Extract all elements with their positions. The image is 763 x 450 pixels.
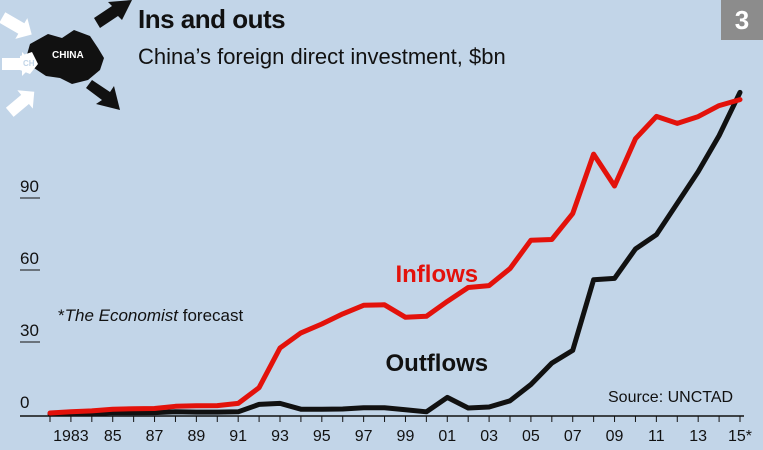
x-tick-label: 99 — [397, 428, 415, 445]
forecast-note: *The Economist forecast — [58, 306, 244, 325]
x-tick-label: 85 — [104, 428, 122, 445]
y-tick-label: 60 — [20, 249, 39, 268]
china-map-icon — [26, 30, 104, 84]
x-tick-label: 95 — [313, 428, 331, 445]
svg-text:CH: CH — [23, 59, 35, 68]
x-tick-label: 01 — [438, 428, 456, 445]
x-tick-label: 09 — [606, 428, 624, 445]
y-tick-label: 90 — [20, 177, 39, 196]
x-tick-label: 93 — [271, 428, 289, 445]
x-tick-label: 07 — [564, 428, 582, 445]
x-tick-label: 1983 — [53, 428, 89, 445]
svg-text:CHINA: CHINA — [52, 50, 84, 61]
series-line-inflows — [47, 97, 743, 416]
china-logo: CHINA CH — [0, 0, 132, 117]
x-tick-label: 11 — [648, 428, 665, 445]
y-tick-label: 0 — [20, 393, 29, 412]
x-tick-label: 97 — [355, 428, 373, 445]
source-label: Source: UNCTAD — [608, 389, 734, 406]
chart-title: Ins and outs — [138, 4, 286, 34]
x-tick-label: 13 — [689, 428, 707, 445]
series-label-outflows: Outflows — [385, 350, 488, 377]
x-tick-label: 91 — [229, 428, 247, 445]
series-line-outflows — [47, 89, 743, 417]
y-tick-label: 30 — [20, 321, 39, 340]
x-tick-label: 89 — [187, 428, 205, 445]
series-label-inflows: Inflows — [395, 261, 478, 288]
chart-number-badge: 3 — [721, 0, 763, 40]
x-tick-label: 03 — [480, 428, 498, 445]
x-tick-label: 05 — [522, 428, 540, 445]
chart-subtitle: China’s foreign direct investment, $bn — [138, 44, 506, 69]
x-tick-label: 15* — [728, 428, 752, 445]
x-tick-label: 87 — [146, 428, 164, 445]
outward-arrows-icon — [86, 0, 132, 110]
